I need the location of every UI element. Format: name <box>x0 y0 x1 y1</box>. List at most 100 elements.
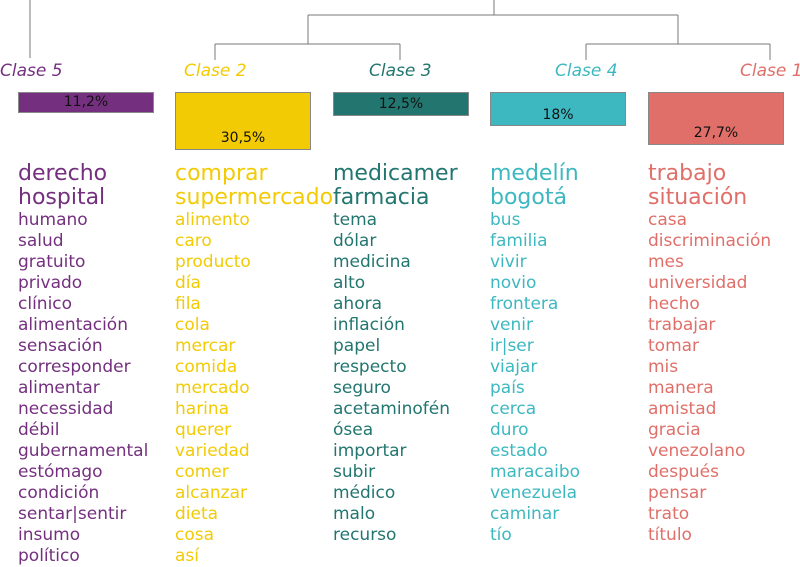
word-item: fila <box>175 294 201 314</box>
word-item: medicamer <box>333 161 458 186</box>
word-item: medicina <box>333 252 411 272</box>
word-item: manera <box>648 378 714 398</box>
word-item: alimentar <box>18 378 100 398</box>
word-list-class-5: derecho hospital humano salud gratuito privad… <box>18 162 148 567</box>
word-item: sensación <box>18 336 103 356</box>
dendrogram-link-1 <box>307 14 494 44</box>
word-item: alimentación <box>18 315 128 335</box>
word-item: ahora <box>333 294 382 314</box>
word-item: venir <box>490 315 534 335</box>
word-item: humano <box>18 210 88 230</box>
word-item: derecho <box>18 161 108 186</box>
word-item: papel <box>333 336 381 356</box>
class-bar-5: 11,2% <box>18 92 154 113</box>
word-item: médico <box>333 483 396 503</box>
class-bar-2: 30,5% <box>175 92 311 150</box>
class-label-4: Clase 4 <box>555 61 618 81</box>
word-item: variedad <box>175 441 250 461</box>
word-item: estado <box>490 441 548 461</box>
word-item: malo <box>333 504 376 524</box>
word-item: cosa <box>175 525 215 545</box>
word-item: tío <box>490 525 512 545</box>
word-item: universidad <box>648 273 748 293</box>
word-item: mercado <box>175 378 250 398</box>
word-item: producto <box>175 252 251 272</box>
word-item: caminar <box>490 504 560 524</box>
word-item: mis <box>648 357 679 377</box>
word-item: insumo <box>18 525 81 545</box>
class-label-1: Clase 1 <box>740 61 800 81</box>
word-item: estómago <box>18 462 103 482</box>
word-item: vivir <box>490 252 527 272</box>
word-list-class-2: comprar supermercado alimento caro producto d… <box>175 162 333 567</box>
word-item: venezolano <box>648 441 746 461</box>
word-item: subir <box>333 462 376 482</box>
word-item: venezuela <box>490 483 578 503</box>
word-item: cola <box>175 315 210 335</box>
word-item: recurso <box>333 525 397 545</box>
word-item: querer <box>175 420 232 440</box>
word-item: país <box>490 378 525 398</box>
word-list-class-1: trabajo situación casa discriminación mes uni… <box>648 162 771 546</box>
word-item: duro <box>490 420 529 440</box>
dendrogram-root-branch <box>29 0 495 58</box>
word-list-class-4: medelín bogotá bus familia vivir novio fronter… <box>490 162 580 546</box>
word-item: ir|ser <box>490 336 534 356</box>
word-item: gubernamental <box>18 441 149 461</box>
word-item: gratuito <box>18 252 86 272</box>
word-item: situación <box>648 185 748 210</box>
word-item: respecto <box>333 357 407 377</box>
class-percent-1: 27,7% <box>693 125 739 141</box>
word-item: medelín <box>490 161 579 186</box>
word-item: discriminación <box>648 231 772 251</box>
word-item: alcanzar <box>175 483 248 503</box>
word-item: novio <box>490 273 537 293</box>
word-item: sentar|sentir <box>18 504 127 524</box>
class-bar-1: 27,7% <box>648 92 784 145</box>
word-item: supermercado <box>175 185 334 210</box>
word-item: clínico <box>18 294 73 314</box>
word-item: mes <box>648 252 684 272</box>
word-item: dieta <box>175 504 219 524</box>
word-item: amistad <box>648 399 717 419</box>
word-item: necessidad <box>18 399 114 419</box>
word-item: privado <box>18 273 83 293</box>
word-item: viajar <box>490 357 538 377</box>
word-item: maracaibo <box>490 462 581 482</box>
word-item: seguro <box>333 378 391 398</box>
word-item: comer <box>175 462 229 482</box>
word-item: condición <box>18 483 100 503</box>
word-item: corresponder <box>18 357 131 377</box>
word-item: ósea <box>333 420 374 440</box>
word-item: político <box>18 546 80 566</box>
word-item: bus <box>490 210 521 230</box>
word-item: frontera <box>490 294 559 314</box>
word-item: casa <box>648 210 688 230</box>
word-list-class-3: medicamer farmacia tema dólar medicina alto ah… <box>333 162 458 546</box>
word-item: alto <box>333 273 366 293</box>
word-item: importar <box>333 441 407 461</box>
word-item: caro <box>175 231 212 251</box>
word-item: tomar <box>648 336 700 356</box>
word-item: farmacia <box>333 185 430 210</box>
word-item: familia <box>490 231 548 251</box>
word-item: dólar <box>333 231 377 251</box>
word-item: mercar <box>175 336 236 356</box>
dendrogram <box>29 0 771 60</box>
class-label-2: Clase 2 <box>184 61 247 81</box>
class-percent-4: 18% <box>542 107 574 123</box>
word-item: harina <box>175 399 230 419</box>
word-item: alimento <box>175 210 250 230</box>
class-label-5: Clase 5 <box>0 61 63 81</box>
word-item: gracia <box>648 420 701 440</box>
class-bar-3: 12,5% <box>333 92 469 116</box>
word-item: comida <box>175 357 238 377</box>
word-item: cerca <box>490 399 537 419</box>
class-percent-2: 30,5% <box>220 130 266 146</box>
class-label-3: Clase 3 <box>369 61 432 81</box>
word-item: comprar <box>175 161 268 186</box>
class-percent-5: 11,2% <box>63 94 109 110</box>
word-item: inflación <box>333 315 405 335</box>
word-item: hospital <box>18 185 106 210</box>
word-item: acetaminofén <box>333 399 450 419</box>
